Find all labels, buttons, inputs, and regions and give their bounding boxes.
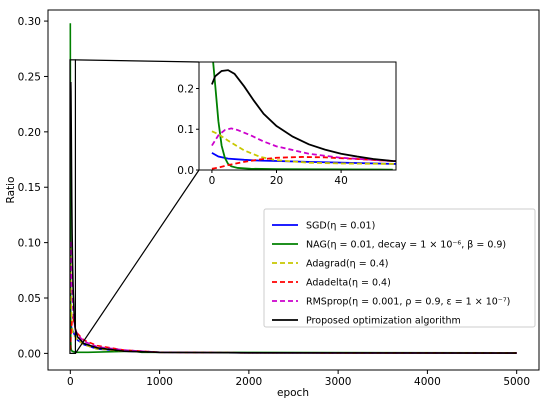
inset-y-tick-label: 0.0 (177, 165, 194, 177)
x-tick-label: 3000 (325, 376, 352, 388)
inset-y-tick-label: 0.2 (177, 83, 194, 95)
y-tick-label: 0.10 (18, 238, 41, 250)
legend: SGD(η = 0.01) NAG(η = 0.01, decay = 1 × 1… (263, 208, 536, 328)
y-tick-label: 0.20 (18, 127, 41, 139)
legend-items: SGD(η = 0.01) NAG(η = 0.01, decay = 1 × 1… (272, 221, 510, 327)
inset-x-tick-label: 0 (209, 175, 216, 187)
x-axis-ticks: 0 1000 2000 3000 4000 5000 (67, 370, 530, 388)
x-tick-label: 0 (67, 376, 74, 388)
main-plot-frame (47, 9, 540, 371)
inset-series-line-adagrad-0-4 (211, 130, 396, 165)
inset-y-axis-ticks: 0.0 0.1 0.2 (177, 83, 199, 177)
legend-label-proposed-optimization-algorithm: Proposed optimization algorithm (306, 316, 461, 327)
y-tick-label: 0.00 (18, 348, 41, 360)
legend-label-adagrad-0-4: Adagrad(η = 0.4) (306, 259, 389, 270)
inset-y-tick-label: 0.1 (177, 124, 194, 136)
inset-series-lines (211, 62, 396, 170)
y-axis-ticks: 0.00 0.05 0.10 0.15 0.20 0.25 0.30 (18, 16, 48, 360)
inset-x-tick-label: 20 (270, 175, 283, 187)
y-tick-label: 0.30 (18, 16, 41, 28)
y-tick-label: 0.15 (18, 182, 41, 194)
legend-box (263, 208, 536, 328)
inset-series-line-rmsprop-0-001-0-9-1-10 (211, 127, 396, 163)
legend-label-sgd-0-01: SGD(η = 0.01) (306, 221, 375, 232)
inset-x-axis-ticks: 0 20 40 (209, 170, 348, 187)
inset-series-line-nag-0-01-decay-1-10-0-9 (212, 62, 393, 170)
inset-plot-area: 0 20 40 0.0 0.1 0.2 (177, 61, 397, 187)
inset-series-line-adadelta-0-4 (211, 156, 396, 170)
legend-label-adadelta-0-4: Adadelta(η = 0.4) (306, 278, 391, 289)
zoom-indicator (69, 59, 200, 354)
y-tick-label: 0.25 (18, 71, 41, 83)
inset-background (199, 62, 396, 170)
main-plot-area: 0 1000 2000 3000 4000 5000 0.000.050.100.150.… (5, 9, 540, 399)
zoom-region-box (69, 59, 77, 354)
x-tick-label: 5000 (503, 376, 530, 388)
x-tick-label: 4000 (414, 376, 441, 388)
x-tick-label: 1000 (146, 376, 173, 388)
zoom-connector-line (75, 59, 200, 63)
legend-label-nag-0-01-decay-1-10-0-9: NAG(η = 0.01, decay = 1 × 10⁻⁶, β = 0.9) (306, 240, 506, 251)
inset-frame (198, 61, 397, 171)
x-axis-title: epoch (277, 387, 309, 399)
x-tick-label: 2000 (235, 376, 262, 388)
inset-x-tick-label: 40 (334, 175, 347, 187)
legend-label-rmsprop-0-001-0-9-1-10: RMSprop(η = 0.001, ρ = 0.9, ε = 1 × 10⁻⁷… (306, 297, 510, 308)
zoom-connector-line (74, 169, 200, 354)
series-line-proposed-optimization-algorithm (69, 81, 517, 354)
y-tick-label: 0.05 (18, 293, 41, 305)
y-axis-title: Ratio (5, 177, 17, 204)
inset-series-line-proposed-optimization-algorithm (211, 69, 396, 163)
